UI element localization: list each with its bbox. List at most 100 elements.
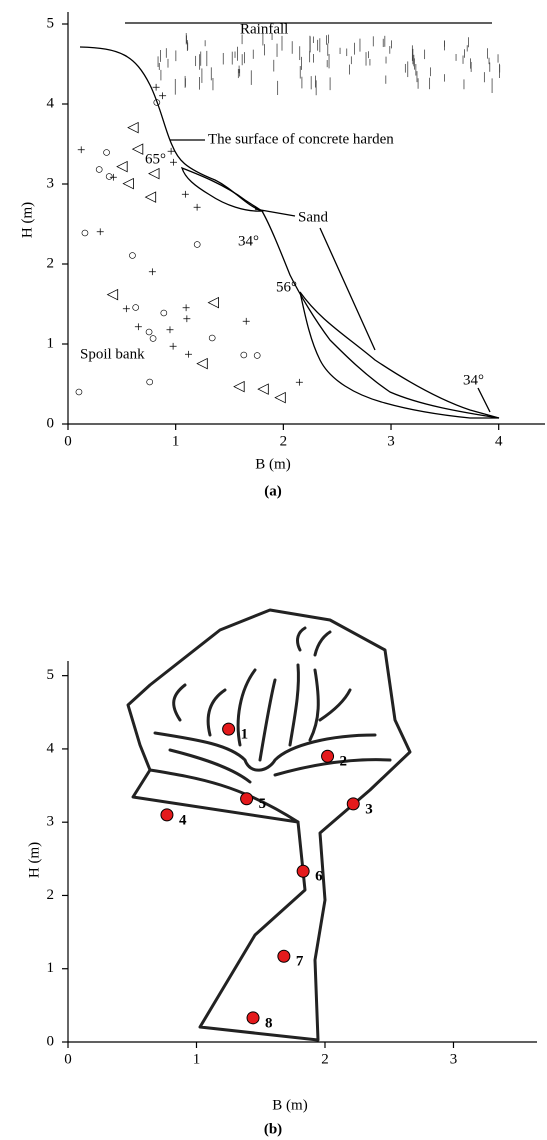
spoil-symbol: ○ bbox=[131, 300, 140, 316]
sample-point bbox=[240, 792, 254, 806]
spoil-symbol: + bbox=[181, 187, 189, 203]
spoil-symbol: + bbox=[169, 339, 177, 355]
x-axis-label: B (m) bbox=[255, 456, 290, 472]
spoil-symbol: ◁ bbox=[196, 355, 208, 371]
y-axis-label: H (m) bbox=[26, 842, 42, 878]
spoil-symbol: ○ bbox=[145, 375, 154, 391]
x-tick-label: 1 bbox=[172, 433, 180, 449]
sample-point bbox=[346, 797, 360, 811]
spoil-symbol: + bbox=[242, 314, 250, 330]
sample-point bbox=[277, 949, 291, 963]
spoil-symbol: + bbox=[77, 142, 85, 158]
spoil-symbol: ○ bbox=[80, 225, 89, 241]
x-tick-label: 2 bbox=[280, 433, 288, 449]
spoil-symbol: ○ bbox=[253, 348, 262, 364]
y-tick-label: 4 bbox=[47, 740, 55, 756]
spoil-symbol: ○ bbox=[193, 237, 202, 253]
spoil-symbol: + bbox=[166, 322, 174, 338]
spoil-symbol: ○ bbox=[95, 162, 104, 178]
y-tick-label: 5 bbox=[47, 15, 55, 31]
spoil-symbol: ○ bbox=[159, 306, 168, 322]
y-tick-label: 3 bbox=[47, 814, 55, 830]
point-label: 6 bbox=[315, 869, 323, 885]
panel-label: (a) bbox=[264, 483, 282, 499]
spoil-symbol: ◁ bbox=[107, 286, 119, 302]
y-tick-label: 1 bbox=[47, 960, 55, 976]
y-tick-label: 0 bbox=[47, 1033, 55, 1049]
annotation: 34° bbox=[463, 372, 484, 388]
spoil-symbol: + bbox=[295, 375, 303, 391]
sample-point bbox=[321, 749, 335, 763]
spoil-symbol: + bbox=[96, 225, 104, 241]
sample-point bbox=[296, 864, 310, 878]
point-label: 3 bbox=[365, 801, 373, 817]
spoil-symbol: ◁ bbox=[274, 390, 286, 406]
annotation: 56° bbox=[276, 279, 297, 295]
point-label: 7 bbox=[296, 954, 304, 970]
y-tick-label: 1 bbox=[47, 335, 55, 351]
sample-point bbox=[246, 1011, 260, 1025]
spoil-symbol: ○ bbox=[148, 331, 157, 347]
y-tick-label: 2 bbox=[47, 255, 55, 271]
annotation: Spoil bank bbox=[80, 346, 145, 362]
point-label: 4 bbox=[179, 812, 187, 828]
spoil-symbol: + bbox=[167, 144, 175, 160]
x-tick-label: 1 bbox=[193, 1051, 201, 1067]
spoil-symbol: ○ bbox=[208, 330, 217, 346]
spoil-symbol: ○ bbox=[128, 248, 137, 264]
x-tick-label: 0 bbox=[64, 1051, 72, 1067]
x-tick-label: 4 bbox=[495, 433, 503, 449]
spoil-symbol: ◁ bbox=[257, 381, 269, 397]
spoil-symbol: + bbox=[184, 347, 192, 363]
decoration bbox=[79, 22, 500, 1042]
x-tick-label: 3 bbox=[387, 433, 395, 449]
y-tick-label: 2 bbox=[47, 887, 55, 903]
spoil-symbol: ○ bbox=[239, 348, 248, 364]
spoil-symbol: + bbox=[148, 265, 156, 281]
x-axis-label: B (m) bbox=[272, 1097, 307, 1113]
spoil-symbol: ◁ bbox=[116, 159, 128, 175]
annotation: 34° bbox=[238, 233, 259, 249]
point-label: 5 bbox=[259, 796, 267, 812]
spoil-symbol: ◁ bbox=[233, 379, 245, 395]
spoil-symbol: ○ bbox=[144, 324, 153, 340]
spoil-symbol: ◁ bbox=[132, 141, 144, 157]
sample-point bbox=[160, 808, 174, 822]
spoil-symbol: + bbox=[122, 302, 130, 318]
annotation: Rainfall bbox=[240, 21, 288, 37]
annotation: The surface of concrete harden bbox=[208, 131, 394, 147]
spoil-symbol: + bbox=[183, 311, 191, 327]
x-tick-label: 2 bbox=[321, 1051, 329, 1067]
y-tick-label: 5 bbox=[47, 667, 55, 683]
panel-label: (b) bbox=[264, 1121, 282, 1137]
spoil-symbol: ◁ bbox=[122, 175, 134, 191]
spoil-symbol: ◁ bbox=[148, 165, 160, 181]
spoil-symbol: ○ bbox=[102, 145, 111, 161]
sample-point bbox=[222, 722, 236, 736]
spoil-symbol: ○ bbox=[74, 384, 83, 400]
spoil-symbol: + bbox=[182, 301, 190, 317]
y-tick-label: 0 bbox=[47, 415, 55, 431]
annotation: 65° bbox=[145, 151, 166, 167]
spoil-symbol: + bbox=[152, 80, 160, 96]
y-tick-label: 3 bbox=[47, 175, 55, 191]
spoil-symbol: + bbox=[169, 155, 177, 171]
spoil-symbol: ○ bbox=[105, 169, 114, 185]
spoil-symbol: + bbox=[158, 88, 166, 104]
annotation: Sand bbox=[298, 209, 329, 225]
x-tick-label: 0 bbox=[64, 433, 72, 449]
point-label: 8 bbox=[265, 1015, 273, 1031]
spoil-symbol: + bbox=[134, 319, 142, 335]
spoil-symbol: ◁ bbox=[208, 294, 220, 310]
point-label: 1 bbox=[241, 727, 249, 743]
x-tick-label: 3 bbox=[450, 1051, 458, 1067]
spoil-symbol: ◁ bbox=[145, 189, 157, 205]
point-label: 2 bbox=[340, 754, 348, 770]
y-axis-label: H (m) bbox=[19, 202, 35, 238]
spoil-symbol: + bbox=[193, 200, 201, 216]
spoil-symbol: + bbox=[109, 170, 117, 186]
y-tick-label: 4 bbox=[47, 95, 55, 111]
spoil-symbol: ○ bbox=[152, 95, 161, 111]
spoil-symbol: ◁ bbox=[127, 119, 139, 135]
